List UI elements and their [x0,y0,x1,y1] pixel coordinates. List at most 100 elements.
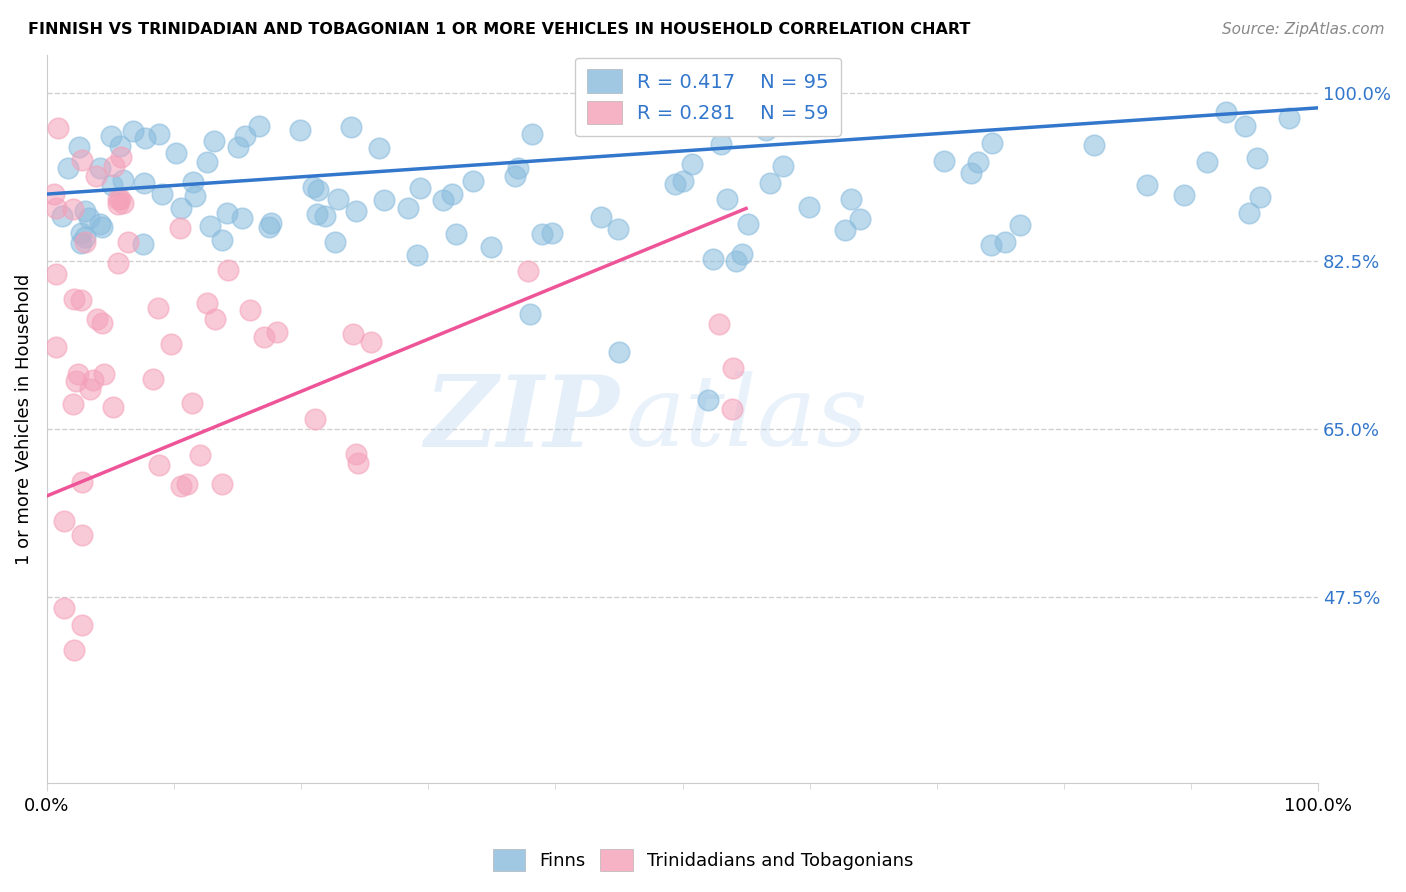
Text: FINNISH VS TRINIDADIAN AND TOBAGONIAN 1 OR MORE VEHICLES IN HOUSEHOLD CORRELATIO: FINNISH VS TRINIDADIAN AND TOBAGONIAN 1 … [28,22,970,37]
Point [148,127,170,141]
Point [233,129,256,144]
Point [723,360,745,375]
Point [607,345,630,359]
Point [1234,119,1257,133]
Point [65,374,87,388]
Point [79,211,101,226]
Point [342,327,364,342]
Point [517,264,540,278]
Point [62,397,84,411]
Point [111,196,134,211]
Point [347,456,370,470]
Point [681,157,703,171]
Point [45,201,67,215]
Text: ZIP: ZIP [425,371,619,467]
Point [132,236,155,251]
Point [737,217,759,231]
Point [169,479,191,493]
Point [758,176,780,190]
Point [204,312,226,326]
Point [63,293,86,307]
Point [107,256,129,270]
Point [368,141,391,155]
Point [75,203,97,218]
Point [725,254,748,268]
Point [1010,218,1032,232]
Point [1215,105,1237,120]
Point [607,221,630,235]
Point [211,477,233,491]
Point [672,174,695,188]
Point [799,200,821,214]
Point [112,172,135,186]
Point [86,169,108,183]
Point [91,219,114,234]
Point [150,186,173,201]
Point [231,211,253,226]
Point [440,187,463,202]
Point [340,120,363,135]
Point [108,139,131,153]
Point [103,160,125,174]
Point [934,153,956,168]
Point [323,235,346,249]
Point [202,134,225,148]
Point [79,382,101,396]
Point [211,233,233,247]
Point [93,367,115,381]
Point [217,206,239,220]
Point [344,447,367,461]
Point [101,400,124,414]
Point [110,150,132,164]
Point [307,183,329,197]
Point [66,367,89,381]
Point [142,371,165,385]
Point [360,335,382,350]
Point [530,227,553,241]
Point [479,239,502,253]
Point [70,227,93,241]
Point [70,235,93,250]
Point [146,301,169,315]
Point [82,373,104,387]
Point [89,161,111,175]
Point [62,202,84,217]
Point [1246,152,1268,166]
Point [307,207,329,221]
Point [1135,178,1157,193]
Text: atlas: atlas [626,372,868,467]
Point [51,209,73,223]
Point [73,230,96,244]
Point [107,197,129,211]
Point [1278,112,1301,126]
Point [228,139,250,153]
Point [253,329,276,343]
Point [53,515,76,529]
Point [70,293,93,307]
Point [260,216,283,230]
Point [697,393,720,408]
Point [721,401,744,416]
Point [328,192,350,206]
Point [772,160,794,174]
Point [160,337,183,351]
Point [405,248,427,262]
Point [239,302,262,317]
Point [503,169,526,183]
Point [1249,190,1271,204]
Point [117,235,139,249]
Point [707,317,730,331]
Point [70,617,93,632]
Point [980,136,1002,150]
Legend: R = 0.417    N = 95, R = 0.281    N = 59: R = 0.417 N = 95, R = 0.281 N = 59 [575,58,841,136]
Point [195,296,218,310]
Y-axis label: 1 or more Vehicles in Household: 1 or more Vehicles in Household [15,274,32,565]
Point [247,119,270,133]
Point [966,155,988,169]
Point [432,194,454,208]
Point [520,127,543,141]
Point [70,475,93,489]
Point [288,123,311,137]
Point [169,221,191,235]
Point [266,325,288,339]
